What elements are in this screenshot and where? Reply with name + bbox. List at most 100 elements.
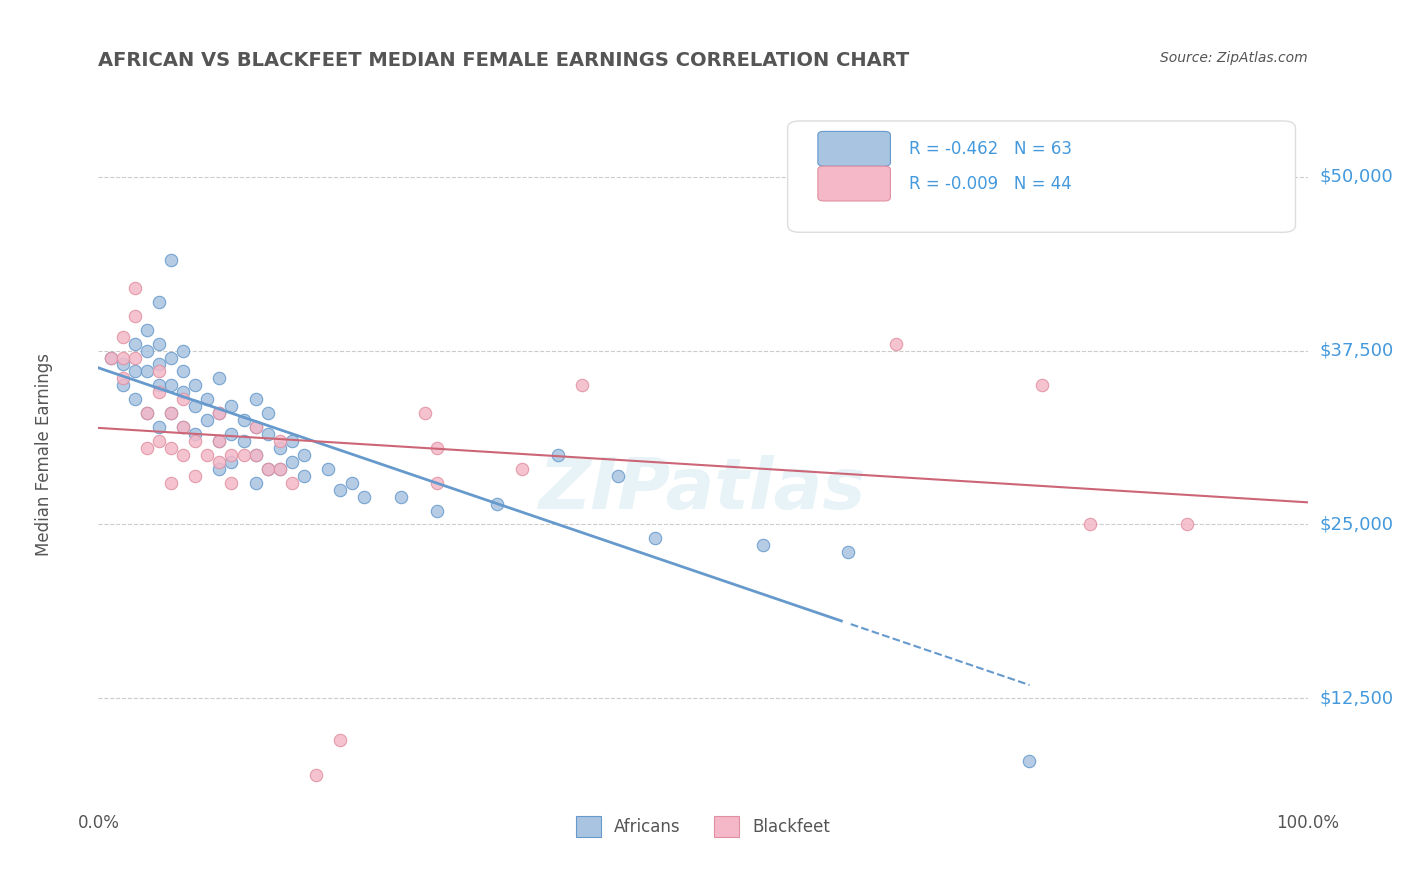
Point — [111, 329, 134, 343]
Point — [172, 364, 194, 378]
Point — [607, 468, 630, 483]
Point — [1018, 754, 1040, 768]
Point — [389, 490, 412, 504]
Point — [148, 336, 170, 351]
Text: AFRICAN VS BLACKFEET MEDIAN FEMALE EARNINGS CORRELATION CHART: AFRICAN VS BLACKFEET MEDIAN FEMALE EARNI… — [98, 52, 910, 70]
Point — [111, 378, 134, 392]
Point — [1175, 517, 1198, 532]
Point — [232, 434, 254, 448]
Text: R = -0.009   N = 44: R = -0.009 N = 44 — [908, 175, 1071, 193]
Point — [245, 448, 267, 462]
Point — [281, 434, 304, 448]
Point — [292, 448, 315, 462]
Point — [547, 448, 569, 462]
Point — [195, 448, 218, 462]
Point — [245, 448, 267, 462]
Point — [353, 490, 375, 504]
Text: $12,500: $12,500 — [1320, 690, 1393, 707]
Point — [208, 462, 231, 476]
Point — [148, 364, 170, 378]
Point — [135, 323, 157, 337]
Point — [148, 420, 170, 434]
Point — [426, 441, 449, 455]
Point — [135, 406, 157, 420]
Point — [160, 253, 183, 268]
Point — [172, 392, 194, 407]
Point — [160, 406, 183, 420]
Point — [148, 434, 170, 448]
Point — [245, 420, 267, 434]
Point — [184, 399, 207, 413]
Point — [292, 468, 315, 483]
Point — [135, 343, 157, 358]
Point — [256, 427, 278, 442]
Point — [135, 364, 157, 378]
Point — [124, 392, 146, 407]
Text: $37,500: $37,500 — [1320, 342, 1393, 359]
Point — [245, 475, 267, 490]
Point — [160, 475, 183, 490]
Point — [232, 413, 254, 427]
Point — [172, 420, 194, 434]
Point — [184, 427, 207, 442]
Point — [256, 462, 278, 476]
Point — [256, 406, 278, 420]
Point — [148, 358, 170, 372]
Point — [329, 733, 352, 747]
Point — [426, 475, 449, 490]
Point — [195, 413, 218, 427]
Point — [426, 503, 449, 517]
Point — [221, 427, 243, 442]
Point — [208, 434, 231, 448]
Point — [160, 351, 183, 365]
Point — [256, 462, 278, 476]
Text: $50,000: $50,000 — [1320, 168, 1393, 186]
FancyBboxPatch shape — [818, 131, 890, 166]
Point — [837, 545, 859, 559]
Point — [124, 336, 146, 351]
Point — [208, 406, 231, 420]
Point — [135, 441, 157, 455]
Text: Median Female Earnings: Median Female Earnings — [35, 353, 53, 557]
Point — [208, 406, 231, 420]
Point — [172, 448, 194, 462]
Point — [486, 497, 509, 511]
Point — [135, 406, 157, 420]
Point — [172, 343, 194, 358]
Point — [221, 448, 243, 462]
Point — [221, 399, 243, 413]
Point — [148, 378, 170, 392]
Point — [232, 448, 254, 462]
Text: R = -0.462   N = 63: R = -0.462 N = 63 — [908, 140, 1071, 158]
Point — [111, 351, 134, 365]
Point — [269, 462, 291, 476]
Point — [342, 475, 364, 490]
Point — [221, 455, 243, 469]
Point — [124, 281, 146, 295]
Point — [160, 441, 183, 455]
Point — [184, 378, 207, 392]
FancyBboxPatch shape — [818, 166, 890, 201]
FancyBboxPatch shape — [787, 121, 1295, 232]
Point — [100, 351, 122, 365]
Point — [329, 483, 352, 497]
Point — [148, 294, 170, 309]
Point — [245, 420, 267, 434]
Point — [245, 392, 267, 407]
Point — [269, 462, 291, 476]
Point — [111, 358, 134, 372]
Point — [571, 378, 593, 392]
Point — [510, 462, 533, 476]
Point — [208, 434, 231, 448]
Point — [184, 468, 207, 483]
Point — [886, 336, 908, 351]
Point — [160, 406, 183, 420]
Point — [111, 371, 134, 385]
Point — [316, 462, 339, 476]
Point — [269, 434, 291, 448]
Point — [148, 385, 170, 400]
Point — [124, 309, 146, 323]
Text: ZIPatlas: ZIPatlas — [540, 455, 866, 524]
Point — [281, 475, 304, 490]
Point — [752, 538, 775, 552]
